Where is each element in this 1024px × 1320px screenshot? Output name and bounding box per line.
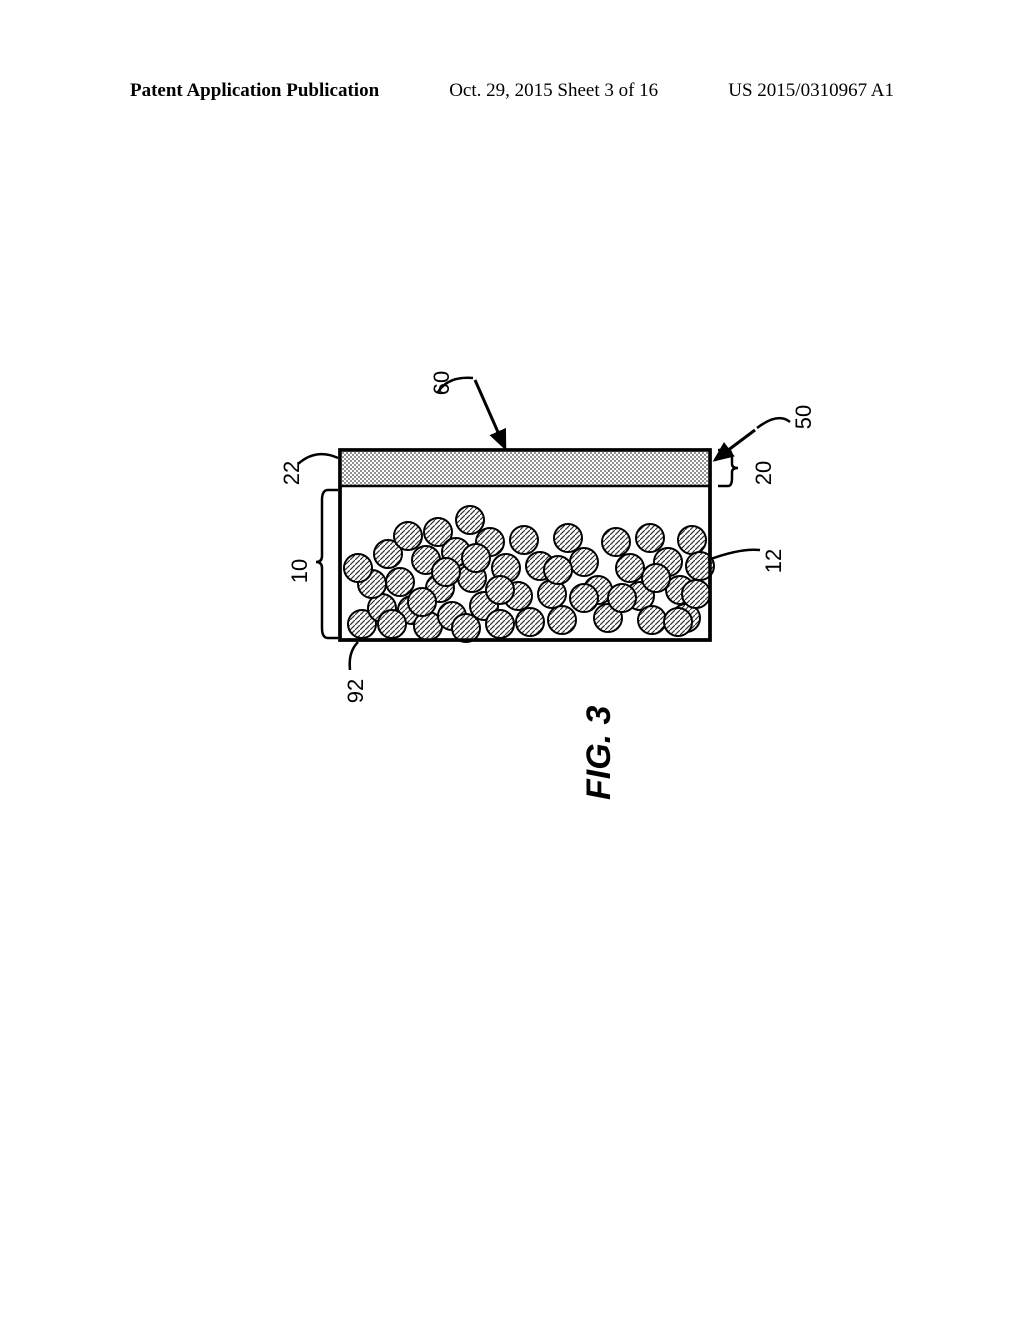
ref-12: 12 <box>761 549 787 573</box>
ref-20: 20 <box>751 461 777 485</box>
figure-area: 60 50 20 12 22 10 92 FIG. 3 <box>180 300 840 900</box>
ref-60: 60 <box>429 371 455 395</box>
leader-92 <box>350 642 358 670</box>
date-sheet: Oct. 29, 2015 Sheet 3 of 16 <box>449 80 658 102</box>
publication-number: US 2015/0310967 A1 <box>728 80 894 102</box>
ref-50: 50 <box>791 405 817 429</box>
brace-10 <box>316 490 338 638</box>
ref-22: 22 <box>279 461 305 485</box>
ref-92: 92 <box>343 679 369 703</box>
page-header: Patent Application Publication Oct. 29, … <box>0 80 1024 102</box>
figure-svg <box>180 300 840 820</box>
figure-label: FIG. 3 <box>580 706 619 800</box>
publication-type: Patent Application Publication <box>130 80 379 102</box>
leader-12 <box>708 550 760 560</box>
leader-50 <box>715 418 790 460</box>
ref-10: 10 <box>287 559 313 583</box>
